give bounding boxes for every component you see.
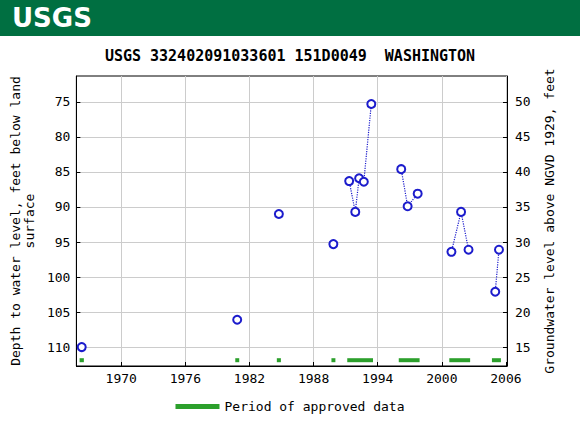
svg-text:40: 40 [515,164,531,179]
svg-text:1976: 1976 [170,371,201,386]
svg-text:1982: 1982 [234,371,265,386]
svg-text:80: 80 [55,129,71,144]
svg-text:USGS: USGS [12,3,92,33]
svg-text:75: 75 [55,94,71,109]
svg-text:1988: 1988 [298,371,329,386]
svg-text:85: 85 [55,164,71,179]
svg-text:30: 30 [515,235,531,250]
svg-text:105: 105 [47,305,70,320]
svg-text:Groundwater level above NGVD 1: Groundwater level above NGVD 1929, feet [542,68,557,373]
svg-text:2006: 2006 [490,371,521,386]
svg-text:50: 50 [515,94,531,109]
svg-text:90: 90 [55,199,71,214]
svg-text:20: 20 [515,305,531,320]
svg-text:35: 35 [515,199,531,214]
svg-text:45: 45 [515,129,531,144]
svg-text:100: 100 [47,270,70,285]
svg-text:Period of approved data: Period of approved data [224,399,404,414]
svg-text:1970: 1970 [106,371,137,386]
svg-text:surface: surface [22,193,37,248]
svg-text:110: 110 [47,340,70,355]
svg-text:25: 25 [515,270,531,285]
svg-text:Depth to water level, feet bel: Depth to water level, feet below land [8,76,23,366]
svg-text:2000: 2000 [426,371,457,386]
svg-text:95: 95 [55,235,71,250]
svg-text:1994: 1994 [362,371,393,386]
svg-text:15: 15 [515,340,531,355]
svg-text:USGS 332402091033601 151D0049: USGS 332402091033601 151D0049 WASHINGTON [105,47,475,65]
